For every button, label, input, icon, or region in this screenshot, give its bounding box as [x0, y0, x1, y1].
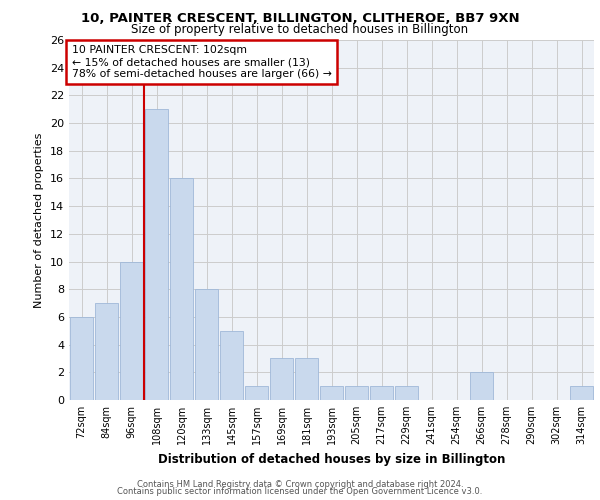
Bar [344, 386, 368, 400]
Bar [569, 386, 593, 400]
Bar [170, 178, 193, 400]
Bar [395, 386, 418, 400]
Y-axis label: Number of detached properties: Number of detached properties [34, 132, 44, 308]
Text: Size of property relative to detached houses in Billington: Size of property relative to detached ho… [131, 22, 469, 36]
Bar [269, 358, 293, 400]
X-axis label: Distribution of detached houses by size in Billington: Distribution of detached houses by size … [158, 452, 505, 466]
Text: 10, PAINTER CRESCENT, BILLINGTON, CLITHEROE, BB7 9XN: 10, PAINTER CRESCENT, BILLINGTON, CLITHE… [80, 12, 520, 26]
Bar [70, 317, 94, 400]
Bar [145, 109, 169, 400]
Bar [95, 303, 118, 400]
Bar [220, 331, 244, 400]
Text: Contains HM Land Registry data © Crown copyright and database right 2024.: Contains HM Land Registry data © Crown c… [137, 480, 463, 489]
Bar [470, 372, 493, 400]
Bar [119, 262, 143, 400]
Text: 10 PAINTER CRESCENT: 102sqm
← 15% of detached houses are smaller (13)
78% of sem: 10 PAINTER CRESCENT: 102sqm ← 15% of det… [71, 46, 331, 78]
Bar [245, 386, 268, 400]
Bar [194, 289, 218, 400]
Bar [370, 386, 394, 400]
Bar [320, 386, 343, 400]
Text: Contains public sector information licensed under the Open Government Licence v3: Contains public sector information licen… [118, 488, 482, 496]
Bar [295, 358, 319, 400]
